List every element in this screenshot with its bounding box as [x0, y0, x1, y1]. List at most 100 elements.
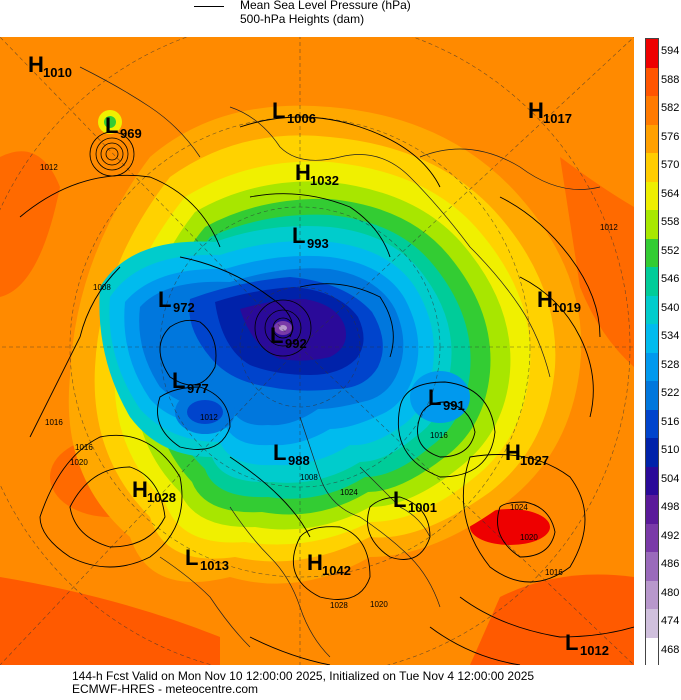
pressure-center-value: 1001 — [408, 500, 437, 515]
low-pressure-letter: L — [185, 545, 198, 570]
isobar-label: 1016 — [430, 431, 448, 440]
colorbar-segment — [646, 153, 658, 182]
colorbar-tick-label: 492 — [661, 529, 680, 542]
colorbar-tick-label: 564 — [661, 187, 680, 200]
colorbar-segment — [646, 495, 658, 524]
isobar-label: 1024 — [340, 488, 358, 497]
colorbar-segment — [646, 552, 658, 581]
colorbar-tick-label: 498 — [661, 501, 680, 514]
colorbar-tick-label: 516 — [661, 415, 680, 428]
height-legend-label: 500-hPa Heights (dam) — [240, 12, 365, 26]
model-source-text: ECMWF-HRES - meteocentre.com — [72, 682, 259, 696]
pressure-center-value: 993 — [307, 236, 329, 251]
colorbar-segment — [646, 523, 658, 553]
colorbar-segment — [646, 267, 658, 296]
low-pressure-letter: L — [272, 98, 285, 123]
mslp-legend-label: Mean Sea Level Pressure (hPa) — [240, 0, 411, 12]
colorbar-segment — [646, 238, 658, 268]
colorbar-segment — [646, 324, 658, 353]
isobar-label: 1028 — [330, 601, 348, 610]
high-pressure-letter: H — [307, 550, 323, 575]
low-pressure-letter: L — [565, 630, 578, 655]
colorbar-segment — [646, 96, 658, 125]
isobar-label: 1020 — [70, 458, 88, 467]
pressure-center-value: 1012 — [580, 643, 609, 658]
pressure-center-value: 1032 — [310, 173, 339, 188]
colorbar-tick-label: 594 — [661, 45, 680, 58]
low-pressure-letter: L — [172, 368, 185, 393]
colorbar-segment — [646, 181, 658, 211]
isobar-label: 1012 — [600, 223, 618, 232]
isobar-label: 1020 — [370, 600, 388, 609]
low-pressure-letter: L — [428, 385, 441, 410]
valid-time-text: 144-h Fcst Valid on Mon Nov 10 12:00:00 … — [72, 669, 535, 683]
isobar-label: 1016 — [75, 443, 93, 452]
colorbar-tick-label: 504 — [661, 472, 680, 485]
isobar-label: 1020 — [520, 533, 538, 542]
colorbar-tick-label: 558 — [661, 216, 680, 229]
colorbar-tick-label: 528 — [661, 358, 680, 371]
colorbar-tick-label: 588 — [661, 73, 680, 86]
coastlines — [79, 66, 601, 658]
isobar-label: 1012 — [40, 163, 58, 172]
colorbar-segment — [646, 352, 658, 382]
pressure-center-value: 972 — [173, 300, 195, 315]
colorbar-segment — [646, 466, 658, 496]
pressure-center-value: 1006 — [287, 111, 316, 126]
high-pressure-letter: H — [528, 98, 544, 123]
colorbar-tick-label: 576 — [661, 130, 680, 143]
high-pressure-letter: H — [505, 440, 521, 465]
low-992-isobars — [254, 299, 312, 357]
high-pressure-letter: H — [295, 160, 311, 185]
colorbar-segment — [646, 580, 658, 610]
colorbar-tick-label: 510 — [661, 444, 680, 457]
pressure-center-value: 969 — [120, 126, 142, 141]
pressure-center-value: 991 — [443, 398, 465, 413]
isobar-label: 1016 — [545, 568, 563, 577]
colorbar-segment — [646, 67, 658, 97]
mslp-line-symbol — [194, 6, 224, 7]
pressure-center-value: 1027 — [520, 453, 549, 468]
colorbar-tick-label: 480 — [661, 586, 680, 599]
isobar-label: 1012 — [200, 413, 218, 422]
graticule — [0, 37, 634, 665]
height-colorbar — [645, 38, 659, 667]
colorbar-tick-label: 582 — [661, 102, 680, 115]
colorbar-tick-label: 468 — [661, 643, 680, 656]
colorbar-tick-label: 486 — [661, 558, 680, 571]
isobar-label: 1008 — [93, 283, 111, 292]
height-field-588 — [0, 577, 220, 665]
low-pressure-letter: L — [270, 323, 283, 348]
pressure-center-value: 1019 — [552, 300, 581, 315]
colorbar-segment — [646, 39, 658, 68]
low-969-isobars — [89, 131, 135, 177]
colorbar-segment — [646, 124, 658, 154]
isobar-label: 1008 — [300, 473, 318, 482]
isobars — [19, 116, 634, 665]
pressure-center-value: 1042 — [322, 563, 351, 578]
colorbar-tick-label: 474 — [661, 615, 680, 628]
colorbar-segment — [646, 381, 658, 410]
isobar-label: 1024 — [510, 503, 528, 512]
map-legend: Mean Sea Level Pressure (hPa) 500-hPa He… — [190, 0, 490, 32]
low-pressure-letter: L — [158, 287, 171, 312]
height-field-594 — [470, 509, 550, 545]
colorbar-tick-label: 522 — [661, 387, 680, 400]
colorbar-segment — [646, 609, 658, 638]
pressure-center-value: 992 — [285, 336, 307, 351]
colorbar-tick-label: 546 — [661, 273, 680, 286]
colorbar-tick-label: 570 — [661, 159, 680, 172]
pressure-center-value: 1017 — [543, 111, 572, 126]
colorbar-segment — [646, 295, 658, 325]
pressure-center-value: 1028 — [147, 490, 176, 505]
colorbar-tick-label: 540 — [661, 301, 680, 314]
isobar-labels: 1012 1016 1008 1016 1020 1012 1016 1024 1020 1028… — [40, 163, 618, 610]
low-pressure-letter: L — [393, 487, 406, 512]
low-pressure-letter: L — [105, 113, 118, 138]
colorbar-segment — [646, 438, 658, 467]
pressure-center-value: 1013 — [200, 558, 229, 573]
pressure-center-value: 988 — [288, 453, 310, 468]
map-footer: 144-h Fcst Valid on Mon Nov 10 12:00:00 … — [72, 670, 534, 696]
